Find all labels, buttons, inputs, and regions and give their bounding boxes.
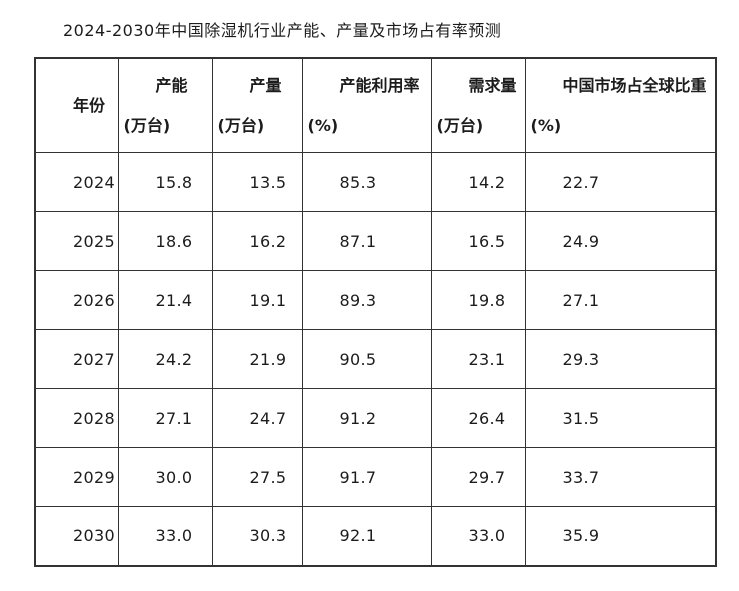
- cell-year: 2025: [34, 211, 119, 271]
- cell-output: 13.5: [211, 152, 303, 212]
- table-row-2026: 2026 21.4 19.1 89.3 19.8 27.1: [34, 270, 717, 330]
- column-label: 产能利用率: [339, 76, 420, 95]
- cell-year: 2028: [34, 388, 119, 448]
- column-unit: (万台): [123, 116, 171, 135]
- column-unit: (%): [307, 116, 339, 135]
- header-cell-capacity: 产能 (万台): [117, 57, 213, 153]
- cell-utilization: 87.1: [301, 211, 432, 271]
- cell-output: 21.9: [211, 329, 303, 389]
- cell-utilization: 90.5: [301, 329, 432, 389]
- header-cell-year: 年份: [34, 57, 119, 153]
- cell-output: 30.3: [211, 506, 303, 566]
- cell-global-share: 22.7: [524, 152, 717, 212]
- cell-output: 16.2: [211, 211, 303, 271]
- cell-global-share: 24.9: [524, 211, 717, 271]
- cell-capacity: 24.2: [117, 329, 213, 389]
- column-unit: (万台): [217, 116, 265, 135]
- cell-utilization: 89.3: [301, 270, 432, 330]
- cell-output: 27.5: [211, 447, 303, 507]
- header-cell-utilization: 产能利用率 (%): [301, 57, 432, 153]
- cell-global-share: 31.5: [524, 388, 717, 448]
- cell-global-share: 33.7: [524, 447, 717, 507]
- cell-year: 2027: [34, 329, 119, 389]
- cell-utilization: 91.7: [301, 447, 432, 507]
- cell-capacity: 30.0: [117, 447, 213, 507]
- cell-capacity: 27.1: [117, 388, 213, 448]
- table-row-2030: 2030 33.0 30.3 92.1 33.0 35.9: [34, 506, 717, 566]
- cell-year: 2026: [34, 270, 119, 330]
- column-label: 中国市场占全球比重: [562, 76, 707, 95]
- cell-capacity: 33.0: [117, 506, 213, 566]
- table-row-2028: 2028 27.1 24.7 91.2 26.4 31.5: [34, 388, 717, 448]
- header-row: 年份 产能 (万台) 产量 (万台) 产能利用率 (%): [34, 57, 717, 153]
- column-label: 产量: [249, 76, 282, 95]
- cell-output: 24.7: [211, 388, 303, 448]
- cell-global-share: 27.1: [524, 270, 717, 330]
- cell-demand: 14.2: [430, 152, 526, 212]
- cell-capacity: 15.8: [117, 152, 213, 212]
- forecast-table: 年份 产能 (万台) 产量 (万台) 产能利用率 (%): [34, 57, 717, 567]
- table-row-2025: 2025 18.6 16.2 87.1 16.5 24.9: [34, 211, 717, 271]
- header-cell-global-share: 中国市场占全球比重 (%): [524, 57, 717, 153]
- cell-year: 2024: [34, 152, 119, 212]
- column-label: 年份: [73, 96, 106, 115]
- table-row-2027: 2027 24.2 21.9 90.5 23.1 29.3: [34, 329, 717, 389]
- cell-demand: 29.7: [430, 447, 526, 507]
- cell-output: 19.1: [211, 270, 303, 330]
- cell-capacity: 21.4: [117, 270, 213, 330]
- cell-demand: 16.5: [430, 211, 526, 271]
- column-unit: (%): [530, 116, 562, 135]
- column-label: 产能: [155, 76, 188, 95]
- cell-year: 2030: [34, 506, 119, 566]
- page-title: 2024-2030年中国除湿机行业产能、产量及市场占有率预测: [63, 21, 502, 40]
- header-cell-output: 产量 (万台): [211, 57, 303, 153]
- cell-global-share: 29.3: [524, 329, 717, 389]
- column-unit: (万台): [436, 116, 484, 135]
- cell-demand: 26.4: [430, 388, 526, 448]
- header-cell-demand: 需求量 (万台): [430, 57, 526, 153]
- cell-capacity: 18.6: [117, 211, 213, 271]
- cell-utilization: 91.2: [301, 388, 432, 448]
- cell-utilization: 85.3: [301, 152, 432, 212]
- cell-demand: 33.0: [430, 506, 526, 566]
- table-row-2029: 2029 30.0 27.5 91.7 29.7 33.7: [34, 447, 717, 507]
- cell-utilization: 92.1: [301, 506, 432, 566]
- table-row-2024: 2024 15.8 13.5 85.3 14.2 22.7: [34, 152, 717, 212]
- column-label: 需求量: [468, 76, 517, 95]
- cell-demand: 23.1: [430, 329, 526, 389]
- cell-demand: 19.8: [430, 270, 526, 330]
- cell-year: 2029: [34, 447, 119, 507]
- cell-global-share: 35.9: [524, 506, 717, 566]
